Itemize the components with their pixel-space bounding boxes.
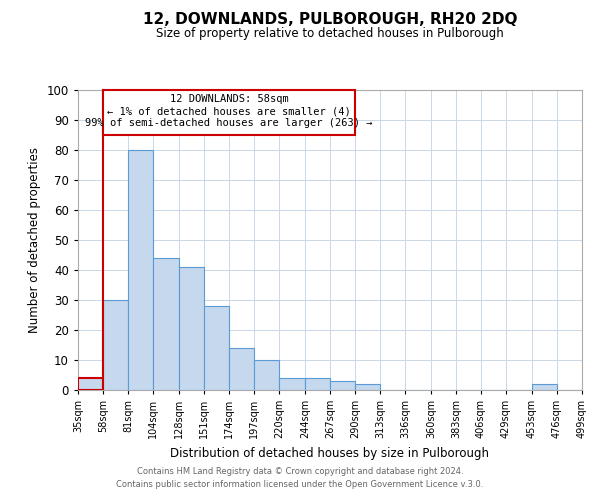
Bar <box>153 258 179 390</box>
Bar <box>532 384 557 390</box>
Text: Size of property relative to detached houses in Pulborough: Size of property relative to detached ho… <box>156 28 504 40</box>
Text: 12, DOWNLANDS, PULBOROUGH, RH20 2DQ: 12, DOWNLANDS, PULBOROUGH, RH20 2DQ <box>143 12 517 28</box>
X-axis label: Distribution of detached houses by size in Pulborough: Distribution of detached houses by size … <box>170 446 490 460</box>
Bar <box>355 384 380 390</box>
Bar <box>128 150 153 390</box>
Bar <box>305 378 330 390</box>
Text: Contains public sector information licensed under the Open Government Licence v.: Contains public sector information licen… <box>116 480 484 489</box>
Bar <box>204 306 229 390</box>
Y-axis label: Number of detached properties: Number of detached properties <box>28 147 41 333</box>
Bar <box>229 348 254 390</box>
Bar <box>179 267 204 390</box>
Bar <box>103 300 128 390</box>
Bar <box>78 378 103 390</box>
Bar <box>279 378 305 390</box>
Bar <box>330 381 355 390</box>
Bar <box>103 90 355 135</box>
Text: 99% of semi-detached houses are larger (263) →: 99% of semi-detached houses are larger (… <box>85 118 373 128</box>
Text: ← 1% of detached houses are smaller (4): ← 1% of detached houses are smaller (4) <box>107 106 351 117</box>
Text: 12 DOWNLANDS: 58sqm: 12 DOWNLANDS: 58sqm <box>170 94 289 104</box>
Bar <box>254 360 279 390</box>
Text: Contains HM Land Registry data © Crown copyright and database right 2024.: Contains HM Land Registry data © Crown c… <box>137 467 463 476</box>
